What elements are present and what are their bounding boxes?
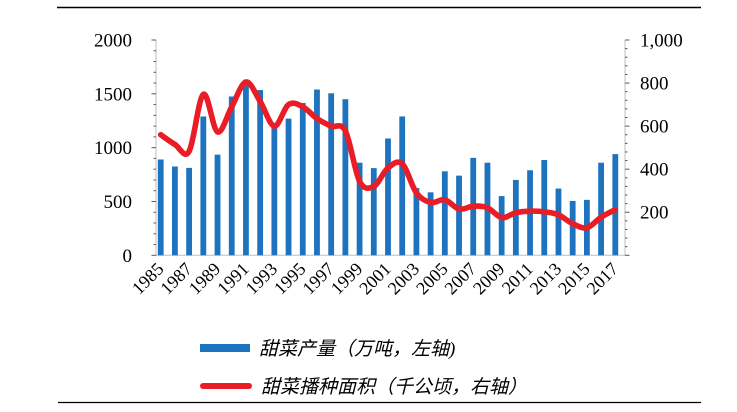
bar-1999 [356,162,363,256]
bar-2013 [555,188,562,256]
legend-item-production: 甜菜产量（万吨，左轴) [200,334,527,361]
bar-2002 [399,116,406,256]
bar-1993 [271,122,278,256]
bar-1991 [243,79,249,256]
bar-1990 [228,96,235,256]
bar-1992 [257,90,264,256]
production-bar-swatch [200,343,250,352]
right-axis-tick-label: 400 [640,160,669,181]
bar-2012 [541,160,548,256]
sown-area-line [157,79,619,231]
left-axis-tick-label: 500 [104,192,133,213]
bar-1995 [299,102,306,256]
bar-1997 [328,93,335,256]
bar-1986 [172,166,178,256]
bar-1989 [214,154,221,256]
right-axis-tick-label: 1,000 [640,31,683,52]
bar-1994 [285,118,292,256]
bar-1998 [342,99,349,256]
legend-item-sown-area: 甜菜播种面积（千公顷，右轴） [200,372,527,399]
bar-1996 [314,89,320,256]
bar-2003 [413,188,420,256]
bar-2005 [441,171,448,256]
bar-2016 [598,162,604,256]
bar-1985 [157,159,164,256]
legend: 甜菜产量（万吨，左轴) 甜菜播种面积（千公顷，右轴） [200,334,527,399]
bar-2001 [385,138,391,256]
sown-area-legend-label: 甜菜播种面积（千公顷，右轴） [261,377,528,398]
bar-2004 [427,192,434,256]
right-axis-tick-label: 600 [640,117,669,138]
bar-2000 [370,168,377,256]
right-axis-tick-label: 200 [640,203,669,224]
right-axis-tick-label: 800 [640,74,669,95]
bar-1988 [200,116,207,256]
x-axis-tick-label: 2017 [583,259,623,299]
left-axis-tick-label: 1000 [94,138,132,159]
bar-1987 [186,167,193,256]
production-legend-label: 甜菜产量（万吨，左轴) [259,339,456,360]
left-axis-tick-label: 0 [123,246,133,267]
bar-2017 [612,154,619,256]
bar-2010 [512,179,519,256]
left-axis-tick-label: 1500 [94,84,132,105]
left-axis-tick-label: 2000 [94,31,132,52]
bar-2009 [498,196,505,256]
bar-2014 [569,200,576,256]
bar-2006 [456,175,462,256]
sown-area-line-swatch [200,382,252,389]
